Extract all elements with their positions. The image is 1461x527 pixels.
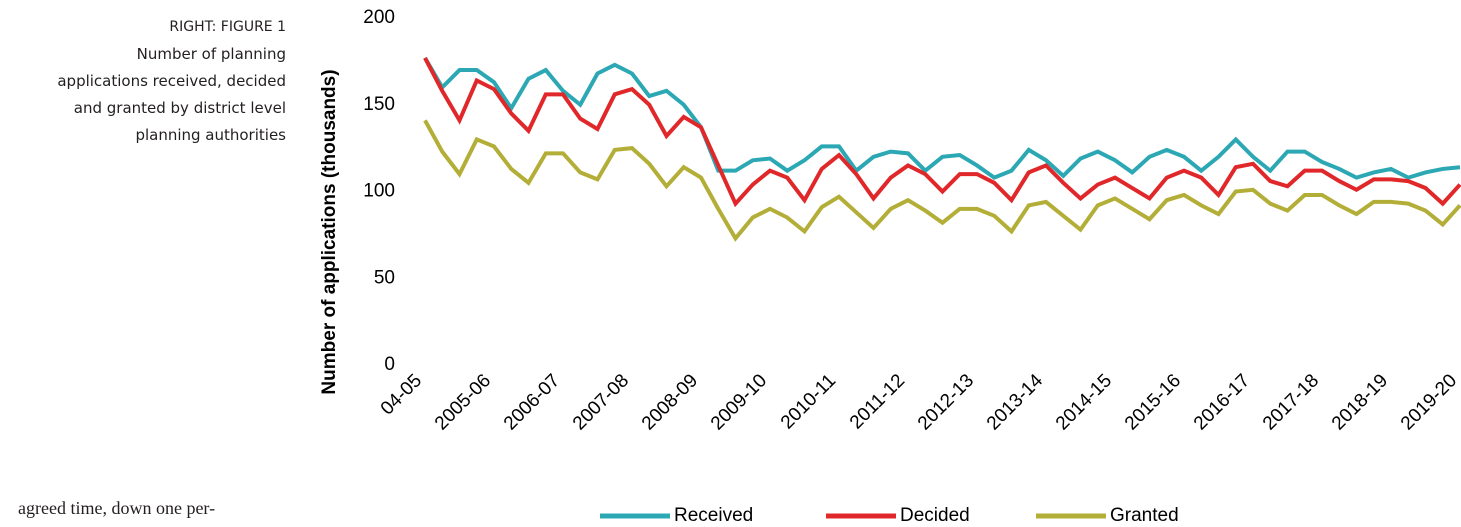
x-tick-label: 2008-09 bbox=[638, 370, 702, 434]
x-tick-label: 2010-11 bbox=[777, 370, 840, 433]
body-text: agreed time, down one per- bbox=[18, 498, 216, 518]
y-axis-label: Number of applications (thousands) bbox=[319, 69, 340, 394]
figure-caption: RIGHT: FIGURE 1 Number of planning appli… bbox=[57, 14, 286, 149]
caption-line: applications received, decided bbox=[57, 72, 286, 90]
y-tick-label: 0 bbox=[384, 354, 395, 375]
x-tick-label: 2018-19 bbox=[1328, 370, 1392, 434]
figure-label: RIGHT: FIGURE 1 bbox=[169, 19, 286, 35]
legend-label: Received bbox=[674, 505, 753, 526]
y-tick-label: 50 bbox=[374, 267, 395, 288]
series-line bbox=[423, 119, 1461, 242]
x-tick-label: 2009-10 bbox=[707, 370, 771, 434]
x-tick-label: 2014-15 bbox=[1052, 370, 1116, 434]
x-tick-label: 2013-14 bbox=[983, 370, 1047, 434]
y-tick-label: 200 bbox=[363, 7, 395, 28]
y-tick-label: 100 bbox=[363, 181, 395, 202]
x-tick-label: 2017-18 bbox=[1259, 370, 1323, 434]
caption-line: and granted by district level bbox=[73, 99, 286, 117]
caption-line: Number of planning bbox=[136, 45, 286, 63]
legend-label: Granted bbox=[1110, 505, 1179, 526]
x-tick-label: 2015-16 bbox=[1121, 370, 1185, 434]
legend-label: Decided bbox=[900, 505, 970, 526]
x-tick-label: 2006-07 bbox=[500, 370, 564, 434]
x-tick-label: 04-05 bbox=[377, 370, 426, 419]
x-tick-label: 2005-06 bbox=[431, 370, 495, 434]
x-tick-label: 2011-12 bbox=[846, 370, 909, 433]
x-tick-label: 2007-08 bbox=[569, 370, 633, 434]
x-tick-label: 2019-20 bbox=[1397, 370, 1461, 434]
series-line bbox=[423, 56, 1461, 180]
caption-line: planning authorities bbox=[135, 126, 286, 144]
x-tick-label: 2012-13 bbox=[914, 370, 978, 434]
x-tick-label: 2016-17 bbox=[1190, 370, 1254, 434]
series-line bbox=[423, 56, 1461, 208]
y-tick-label: 150 bbox=[363, 94, 395, 115]
